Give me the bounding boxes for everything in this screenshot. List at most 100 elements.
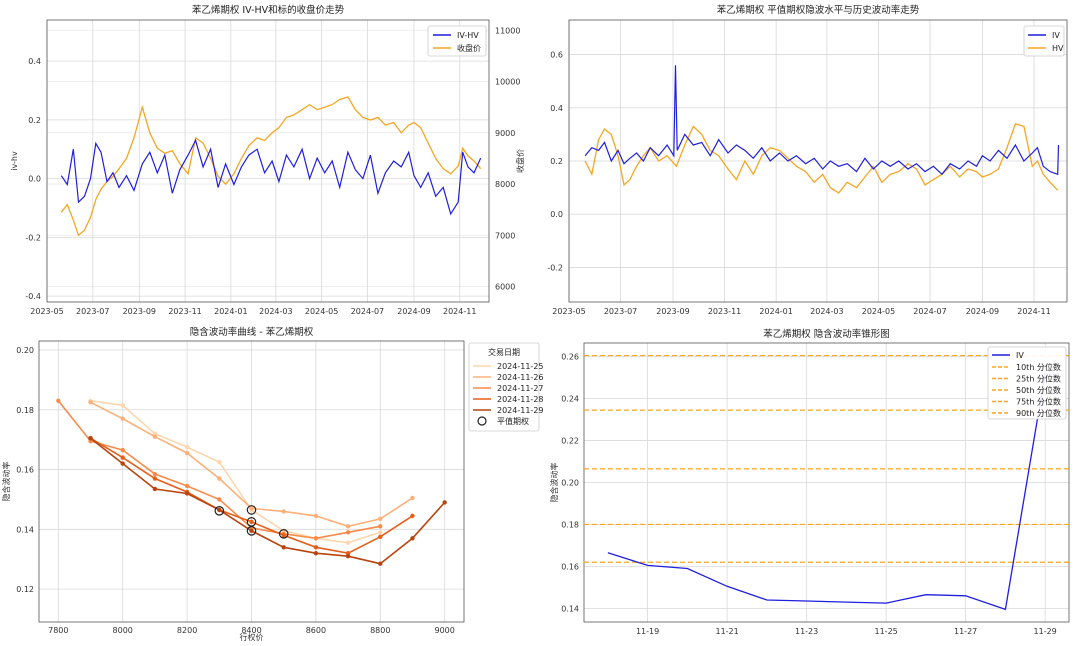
c3-series-point xyxy=(249,528,254,534)
c3-series-point xyxy=(217,476,222,481)
c2-xtick-label: 2023-11 xyxy=(708,307,741,316)
c4-legend-iv-label: IV xyxy=(1016,351,1024,360)
c3-legend-item-label: 2024-11-29 xyxy=(497,406,544,415)
c2-title: 苯乙烯期权 平值期权隐波水平与历史波动率走势 xyxy=(717,4,920,16)
c4-ytick-label: 0.14 xyxy=(561,604,579,613)
c2-xtick-label: 2023-05 xyxy=(552,307,585,316)
c2-ytick-label: 0.0 xyxy=(550,210,563,219)
c3-series-line xyxy=(90,437,446,565)
c3-series-line xyxy=(90,400,381,544)
c4-frame xyxy=(583,342,1070,623)
c1-y2tick-label: 11000 xyxy=(495,26,520,35)
c3-series-point xyxy=(313,551,319,556)
c3-series-point xyxy=(345,524,351,529)
c4-legend-percentile-label: 25th 分位数 xyxy=(1016,374,1061,384)
c3-series-point xyxy=(120,461,125,466)
c4-xtick-label: 11-25 xyxy=(875,627,898,636)
c3-series-point xyxy=(184,491,190,496)
c2-xtick-label: 2024-09 xyxy=(966,307,999,316)
c2-legend-iv-label: IV xyxy=(1052,31,1060,40)
c1-title: 苯乙烯期权 IV-HV和标的收盘价走势 xyxy=(192,4,345,16)
c3-series-point xyxy=(281,545,286,550)
c3-series-point xyxy=(217,497,222,502)
c1-xtick-label: 2023-11 xyxy=(168,307,201,316)
c3-frame xyxy=(38,340,465,623)
c3-series-point xyxy=(56,398,61,403)
c1-y2tick-label: 6000 xyxy=(495,283,515,292)
c3-series-point xyxy=(152,434,158,439)
c3-ytick-label: 0.12 xyxy=(16,585,34,594)
c3-series-point xyxy=(345,530,351,535)
c4-legend-percentile-label: 10th 分位数 xyxy=(1016,362,1061,372)
c3-series-point xyxy=(345,554,351,559)
c2-xtick-label: 2024-01 xyxy=(759,307,792,316)
c3-series-point xyxy=(378,524,383,529)
c4-xtick-label: 11-19 xyxy=(636,627,659,636)
c3-series-point xyxy=(313,513,319,519)
c4-legend-percentile-label: 90th 分位数 xyxy=(1016,408,1061,418)
c2-legend-hv-label: HV xyxy=(1052,44,1064,53)
c1-legend-close-label: 收盘价 xyxy=(457,43,481,53)
c3-series-point xyxy=(313,536,319,541)
c1-close-line xyxy=(60,96,482,237)
c3-series-point xyxy=(120,455,125,460)
c3-xtick-label: 8800 xyxy=(370,626,390,635)
c2-xtick-label: 2024-05 xyxy=(862,307,895,316)
c1-xtick-label: 2024-09 xyxy=(397,307,430,316)
c1-ytick-label: -0.2 xyxy=(25,233,41,242)
c4-ylabel: 隐含波动率 xyxy=(549,463,559,503)
c3-series-point xyxy=(378,534,383,540)
c3-title: 隐含波动率曲线 - 苯乙烯期权 xyxy=(190,326,314,338)
c3-series-point xyxy=(152,471,158,477)
c3-series-point xyxy=(184,483,190,489)
c3-series-point xyxy=(345,540,351,545)
c1-xtick-label: 2024-03 xyxy=(259,307,292,316)
c1-ytick-label: -0.4 xyxy=(25,292,41,301)
c3-series-point xyxy=(217,507,222,513)
c3-series-point xyxy=(378,516,383,522)
c2-frame xyxy=(568,19,1068,303)
c3-series-point xyxy=(410,536,415,541)
c4-xtick-label: 11-29 xyxy=(1034,627,1057,636)
c3-series-point xyxy=(281,509,286,514)
c1-xtick-label: 2023-05 xyxy=(30,307,63,316)
c3-legend-atm-swatch xyxy=(477,416,487,426)
c3-ytick-label: 0.16 xyxy=(16,466,34,475)
c1-y2tick-label: 9000 xyxy=(495,129,515,138)
c1-frame xyxy=(46,19,490,303)
c3-legend-item-label: 2024-11-28 xyxy=(497,395,544,404)
c3-series-point xyxy=(120,447,125,453)
c4-ytick-label: 0.16 xyxy=(561,562,579,571)
c2-ytick-label: 0.4 xyxy=(550,104,563,113)
c1-legend-ivhv-label: IV-HV xyxy=(457,31,479,40)
c3-legend-atm-label: 平值期权 xyxy=(497,416,529,426)
c2-ytick-label: 0.6 xyxy=(550,51,563,60)
c3-series-point xyxy=(378,530,383,535)
c1-y2tick-label: 10000 xyxy=(495,78,520,87)
c2-iv-line xyxy=(584,65,1060,176)
c1-xtick-label: 2024-01 xyxy=(214,307,247,316)
c4-xtick-label: 11-23 xyxy=(795,627,818,636)
c3-ytick-label: 0.14 xyxy=(16,525,34,534)
c3-legend-item-label: 2024-11-25 xyxy=(497,362,544,371)
c3-legend-item-label: 2024-11-26 xyxy=(497,373,544,382)
c4-legend-percentile-label: 75th 分位数 xyxy=(1016,397,1061,407)
c1-xtick-label: 2023-09 xyxy=(123,307,156,316)
c3-series-point xyxy=(217,459,222,465)
c3-series-point xyxy=(184,450,190,456)
c1-y2label: 收盘价 xyxy=(515,149,525,173)
c1-ytick-label: 0.0 xyxy=(28,175,41,184)
c3-series-point xyxy=(88,435,93,441)
c3-series-point xyxy=(410,495,415,501)
c3-atm-marker xyxy=(246,505,257,515)
c3-xtick-label: 8200 xyxy=(177,626,197,635)
c1-xtick-label: 2024-07 xyxy=(351,307,384,316)
c3-legend-item-label: 2024-11-27 xyxy=(497,384,544,393)
c1-ylabel: iv-hv xyxy=(10,151,19,171)
c1-xtick-label: 2024-11 xyxy=(443,307,476,316)
c3-legend-title: 交易日期 xyxy=(488,347,520,357)
c3-legend xyxy=(468,342,540,432)
c3-ytick-label: 0.20 xyxy=(16,346,34,355)
c3-xtick-label: 7800 xyxy=(48,626,68,635)
